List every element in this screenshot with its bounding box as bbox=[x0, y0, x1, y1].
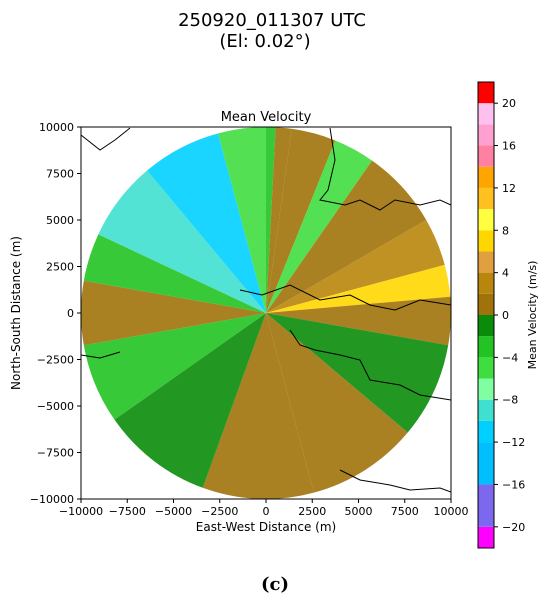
colorbar-tick-label: −8 bbox=[502, 394, 518, 407]
velocity-sector-8 bbox=[266, 313, 449, 433]
velocity-sector-2 bbox=[266, 128, 336, 313]
y-tick-label: 5000 bbox=[46, 214, 74, 227]
colorbar-tick-label: 16 bbox=[502, 140, 516, 153]
colorbar bbox=[477, 81, 495, 549]
colorbar-band-3 bbox=[478, 420, 494, 443]
colorbar-band-7 bbox=[478, 336, 494, 358]
velocity-sector-15 bbox=[98, 170, 266, 313]
y-tick-label: −2500 bbox=[37, 354, 74, 367]
x-tick-label: −5000 bbox=[155, 505, 192, 518]
velocity-sector-5 bbox=[266, 220, 445, 313]
colorbar-tick-label: −12 bbox=[502, 436, 525, 449]
x-axis-label: East-West Distance (m) bbox=[196, 520, 336, 534]
y-tick-label: 10000 bbox=[39, 121, 74, 134]
colorbar-band-15 bbox=[478, 166, 494, 188]
colorbar-band-9 bbox=[478, 293, 494, 315]
x-tick-label: 7500 bbox=[391, 505, 419, 518]
colorbar-band-4 bbox=[478, 399, 494, 421]
x-tick-label: 2500 bbox=[298, 505, 326, 518]
colorbar-band-8 bbox=[478, 315, 494, 337]
colorbar-band-12 bbox=[478, 230, 494, 252]
x-tick-label: 10000 bbox=[434, 505, 469, 518]
colorbar-band-0 bbox=[478, 526, 494, 548]
x-tick-label: −7500 bbox=[109, 505, 146, 518]
colorbar-band-2 bbox=[478, 442, 494, 485]
velocity-sector-1 bbox=[266, 127, 292, 313]
colorbar-band-19 bbox=[478, 82, 494, 104]
y-tick-label: −5000 bbox=[37, 400, 74, 413]
velocity-sector-4 bbox=[266, 160, 427, 313]
colorbar-band-13 bbox=[478, 209, 494, 231]
figure-suptitle-elevation: (El: 0.02°) bbox=[219, 31, 310, 52]
colorbar-band-10 bbox=[478, 272, 494, 294]
colorbar-band-5 bbox=[478, 378, 494, 400]
plot-area bbox=[80, 126, 452, 500]
colorbar-tick-label: 8 bbox=[502, 224, 509, 237]
x-tick-label: −10000 bbox=[59, 505, 103, 518]
coastline bbox=[81, 127, 451, 493]
velocity-sector-11 bbox=[114, 313, 266, 488]
colorbar-band-1 bbox=[478, 484, 494, 527]
colorbar-band-11 bbox=[478, 251, 494, 273]
velocity-sector-3 bbox=[266, 140, 373, 313]
colorbar-tick-label: −4 bbox=[502, 351, 518, 364]
x-tick-label: −2500 bbox=[201, 505, 238, 518]
velocity-sector-7 bbox=[266, 296, 451, 346]
x-tick-label: 5000 bbox=[345, 505, 373, 518]
y-tick-label: −7500 bbox=[37, 447, 74, 460]
figure-suptitle: 250920_011307 UTC bbox=[178, 10, 366, 31]
colorbar-tick-label: 4 bbox=[502, 267, 509, 280]
colorbar-tick-label: 12 bbox=[502, 182, 516, 195]
velocity-sector-0 bbox=[266, 127, 276, 313]
colorbar-tick-label: −16 bbox=[502, 478, 525, 491]
y-axis-label: North-South Distance (m) bbox=[9, 236, 23, 390]
colorbar-band-17 bbox=[478, 124, 494, 146]
colorbar-band-6 bbox=[478, 357, 494, 379]
colorbar-ticks: −20 −16 −12 −8 −4 0 4 8 12 16 20 bbox=[494, 97, 525, 534]
y-axis-ticks: −10000 −7500 −5000 −2500 0 2500 5000 7500 10000 bbox=[30, 121, 81, 506]
y-tick-label: 0 bbox=[67, 307, 74, 320]
y-tick-label: 2500 bbox=[46, 261, 74, 274]
colorbar-label: Mean Velocity (m/s) bbox=[526, 261, 539, 370]
velocity-sector-17 bbox=[218, 127, 266, 313]
figure-caption: (c) bbox=[261, 574, 289, 595]
velocity-sector-13 bbox=[81, 280, 266, 346]
colorbar-band-16 bbox=[478, 145, 494, 167]
velocity-sector-9 bbox=[266, 313, 408, 493]
x-axis-ticks: −10000 −7500 −5000 −2500 0 2500 5000 7500 10000 bbox=[59, 499, 469, 518]
colorbar-tick-label: 20 bbox=[502, 97, 516, 110]
velocity-sector-6 bbox=[266, 264, 451, 313]
colorbar-band-18 bbox=[478, 103, 494, 125]
colorbar-tick-label: 0 bbox=[502, 309, 509, 322]
velocity-sector-10 bbox=[202, 313, 314, 499]
velocity-sector-12 bbox=[83, 313, 266, 420]
velocity-sector-14 bbox=[83, 234, 266, 313]
colorbar-band-14 bbox=[478, 187, 494, 210]
x-tick-label: 0 bbox=[263, 505, 270, 518]
y-tick-label: −10000 bbox=[30, 493, 74, 506]
plot-title: Mean Velocity bbox=[221, 110, 312, 125]
y-tick-label: 7500 bbox=[46, 168, 74, 181]
colorbar-tick-label: −20 bbox=[502, 521, 525, 534]
velocity-sector-16 bbox=[147, 133, 266, 313]
velocity-field bbox=[81, 127, 451, 499]
